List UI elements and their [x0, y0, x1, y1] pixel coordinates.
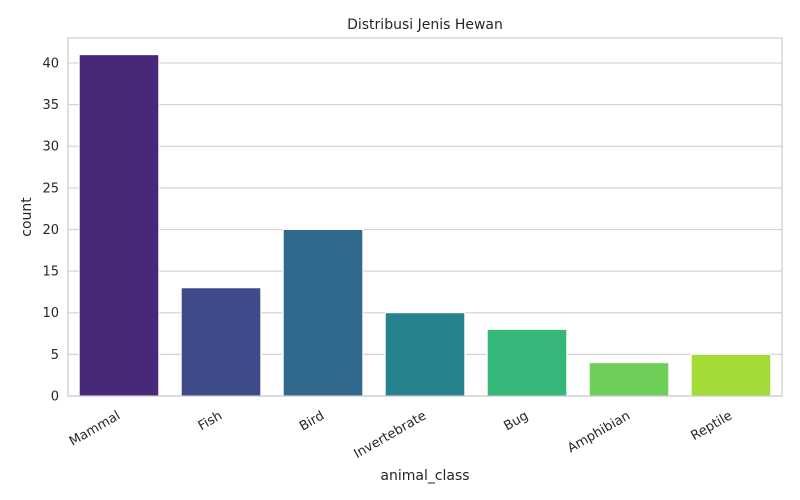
- bar-reptile: [690, 353, 772, 397]
- y-tick-label: 30: [42, 140, 59, 155]
- bar-mammal: [78, 54, 160, 397]
- y-tick-label: 25: [42, 181, 59, 196]
- y-tick-label: 20: [42, 223, 59, 238]
- plot-frame: [67, 37, 783, 397]
- bars: [78, 54, 772, 397]
- x-axis-label: animal_class: [380, 468, 469, 484]
- bar-amphibian: [588, 362, 670, 397]
- bar-bug: [486, 328, 568, 397]
- chart-title: Distribusi Jenis Hewan: [347, 17, 503, 33]
- y-tick-label: 0: [51, 390, 59, 405]
- y-axis-label: count: [19, 197, 35, 237]
- bar-invertebrate: [384, 312, 466, 397]
- y-tick-label: 40: [42, 56, 59, 71]
- y-tick-labels: 0 5 10 15 20 25 30 35 40: [42, 56, 59, 404]
- y-tick-label: 10: [42, 306, 59, 321]
- y-tick-label: 35: [42, 98, 59, 113]
- bar-bird: [282, 228, 364, 397]
- y-tick-label: 5: [51, 348, 59, 363]
- bar-fish: [180, 287, 262, 397]
- y-tick-label: 15: [42, 265, 59, 280]
